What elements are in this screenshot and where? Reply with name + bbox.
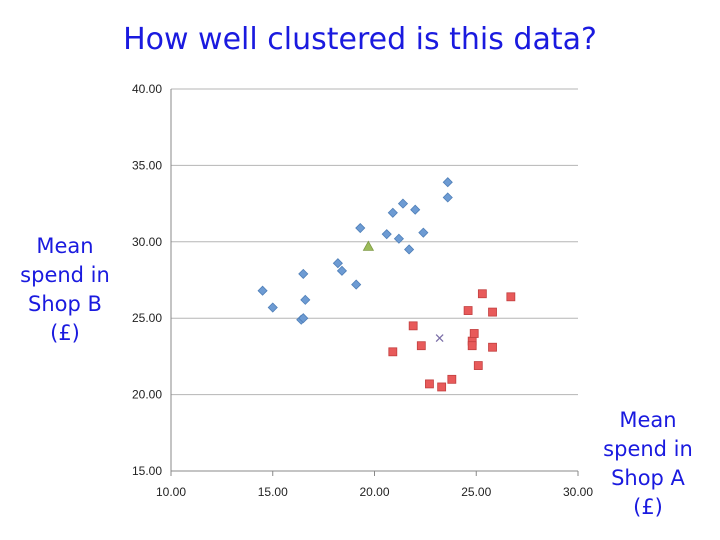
diamond-point <box>332 258 343 269</box>
y-axis-label-line: Mean <box>36 234 94 258</box>
diamond-point <box>410 204 421 215</box>
diamond-point <box>397 198 409 209</box>
x-axis-label-line: (£) <box>633 495 663 519</box>
square-point <box>388 347 398 357</box>
x-axis-label: Mean spend in Shop A (£) <box>592 406 704 522</box>
y-tick-label: 35.00 <box>132 158 162 172</box>
square-point <box>488 307 497 317</box>
x-axis-label-line: Mean <box>619 408 677 432</box>
diamond-point <box>404 244 415 255</box>
diamond-point <box>298 313 309 324</box>
diamond-point <box>442 192 453 203</box>
diamond-point <box>355 222 366 234</box>
square-point <box>506 292 516 302</box>
x-axis-label-line: spend in <box>603 437 693 461</box>
square-point <box>408 321 418 331</box>
y-axis-label: Mean spend in Shop B (£) <box>6 232 124 348</box>
x-tick-label: 30.00 <box>563 485 593 499</box>
square-point <box>467 341 477 351</box>
y-axis-label-line: (£) <box>50 321 80 345</box>
diamond-point <box>381 229 392 240</box>
y-tick-label: 25.00 <box>132 311 162 325</box>
y-tick-label: 30.00 <box>132 235 162 249</box>
diamond-point <box>351 279 362 290</box>
diamond-point <box>336 265 348 276</box>
y-axis-label-line: Shop B <box>28 292 102 316</box>
diamond-point <box>393 233 404 244</box>
y-tick-label: 15.00 <box>132 464 162 478</box>
x-tick-label: 15.00 <box>258 485 288 499</box>
square-point <box>425 379 434 389</box>
square-point <box>447 374 457 384</box>
triangle-point <box>362 240 375 251</box>
x-tick-label: 20.00 <box>359 485 389 499</box>
data-points <box>257 177 516 392</box>
diamond-point <box>298 268 309 279</box>
x-axis-label-line: Shop A <box>611 466 685 490</box>
diamond-point <box>300 294 311 305</box>
diamond-point <box>267 302 278 313</box>
x-tick-label: 10.00 <box>156 485 186 499</box>
y-tick-label: 40.00 <box>132 82 162 96</box>
diamond-point <box>418 227 429 238</box>
x-marker-point <box>435 334 444 343</box>
square-point <box>437 382 447 392</box>
y-tick-label: 20.00 <box>132 388 162 402</box>
gridlines <box>171 88 578 472</box>
diamond-point <box>442 177 453 188</box>
square-point <box>488 342 497 352</box>
square-point <box>463 306 473 315</box>
square-point <box>416 341 426 351</box>
y-axis-label-line: spend in <box>20 263 110 287</box>
square-point <box>469 329 479 338</box>
square-point <box>473 361 483 370</box>
tick-labels: 15.00 20.00 25.00 30.00 35.00 40.00 10.00 15.00… <box>132 82 593 499</box>
diamond-point <box>387 207 398 218</box>
square-point <box>477 289 487 299</box>
x-tick-label: 25.00 <box>461 485 491 499</box>
chart-title: How well clustered is this data? <box>123 22 597 57</box>
axes <box>170 89 579 476</box>
diamond-point <box>257 285 268 296</box>
